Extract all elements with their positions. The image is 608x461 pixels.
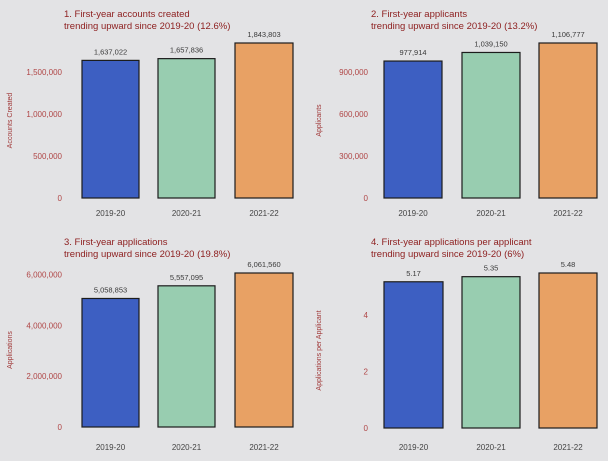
bar-value-label: 1,843,803 <box>247 30 280 39</box>
chart-title-line: 2. First-year applicants <box>371 9 467 20</box>
y-tick-label: 6,000,000 <box>26 271 62 280</box>
bar-2020-21 <box>157 58 216 199</box>
bar-2021-22 <box>234 272 294 428</box>
y-tick-label: 1,500,000 <box>26 68 62 77</box>
y-tick-label: 0 <box>364 424 369 433</box>
x-tick-label: 2021-22 <box>553 209 583 218</box>
y-tick-label: 2 <box>364 367 369 376</box>
x-tick-label: 2019-20 <box>399 443 429 452</box>
bar-value-label: 5.35 <box>484 264 499 273</box>
y-tick-label: 0 <box>58 194 63 203</box>
bar-2020-21 <box>461 276 521 429</box>
bar-value-label: 1,039,150 <box>474 39 507 48</box>
chart-title-line: trending upward since 2019-20 (6%) <box>371 249 524 260</box>
bar-2019-20 <box>81 59 140 199</box>
x-tick-label: 2019-20 <box>398 209 428 218</box>
y-tick-label: 900,000 <box>339 68 368 77</box>
bar-2021-22 <box>538 42 598 199</box>
bar-value-label: 977,914 <box>399 48 426 57</box>
y-tick-label: 300,000 <box>339 152 368 161</box>
chart-title-line: trending upward since 2019-20 (12.6%) <box>64 21 230 32</box>
chart-applications-per-applicant: 4. First-year applications per applicant… <box>316 237 598 452</box>
x-tick-label: 2020-21 <box>476 443 506 452</box>
x-tick-label: 2021-22 <box>249 443 279 452</box>
bar-value-label: 1,106,777 <box>551 30 584 39</box>
bar-2019-20 <box>383 60 443 199</box>
y-axis-label: Applications <box>7 331 14 369</box>
chart-title-line: 1. First-year accounts created <box>64 9 190 20</box>
x-tick-label: 2019-20 <box>96 209 126 218</box>
x-tick-label: 2021-22 <box>553 443 583 452</box>
bar-value-label: 1,637,022 <box>94 47 127 56</box>
bar-value-label: 5,557,095 <box>170 273 203 282</box>
chart-title-line: trending upward since 2019-20 (19.8%) <box>64 249 230 260</box>
x-tick-label: 2020-21 <box>172 443 202 452</box>
y-tick-label: 4,000,000 <box>26 321 62 330</box>
bar-2021-22 <box>538 272 598 429</box>
y-tick-label: 4 <box>364 311 369 320</box>
bar-value-label: 5,058,853 <box>94 285 127 294</box>
y-tick-label: 500,000 <box>33 152 62 161</box>
y-tick-label: 0 <box>58 423 63 432</box>
bar-2020-21 <box>157 285 216 428</box>
y-axis-label: Applications per Applicant <box>316 310 323 390</box>
bar-value-label: 1,657,836 <box>170 46 203 55</box>
y-tick-label: 1,000,000 <box>26 110 62 119</box>
x-tick-label: 2020-21 <box>172 209 202 218</box>
bar-value-label: 6,061,560 <box>247 260 280 269</box>
y-tick-label: 2,000,000 <box>26 372 62 381</box>
y-tick-label: 600,000 <box>339 110 368 119</box>
bar-2019-20 <box>81 297 140 428</box>
chart-title-line: 3. First-year applications <box>64 237 168 248</box>
bar-2019-20 <box>383 281 444 429</box>
bar-2020-21 <box>461 51 521 199</box>
bar-value-label: 5.17 <box>406 269 421 278</box>
x-tick-label: 2020-21 <box>476 209 506 218</box>
x-tick-label: 2019-20 <box>96 443 126 452</box>
chart-title-line: 4. First-year applications per applicant <box>371 237 532 248</box>
y-axis-label: Applicants <box>316 104 323 137</box>
bar-value-label: 5.48 <box>561 260 576 269</box>
bar-2021-22 <box>234 42 294 199</box>
y-tick-label: 0 <box>364 194 369 203</box>
chart-title-line: trending upward since 2019-20 (13.2%) <box>371 21 537 32</box>
y-axis-label: Accounts Created <box>7 93 14 149</box>
x-tick-label: 2021-22 <box>249 209 279 218</box>
